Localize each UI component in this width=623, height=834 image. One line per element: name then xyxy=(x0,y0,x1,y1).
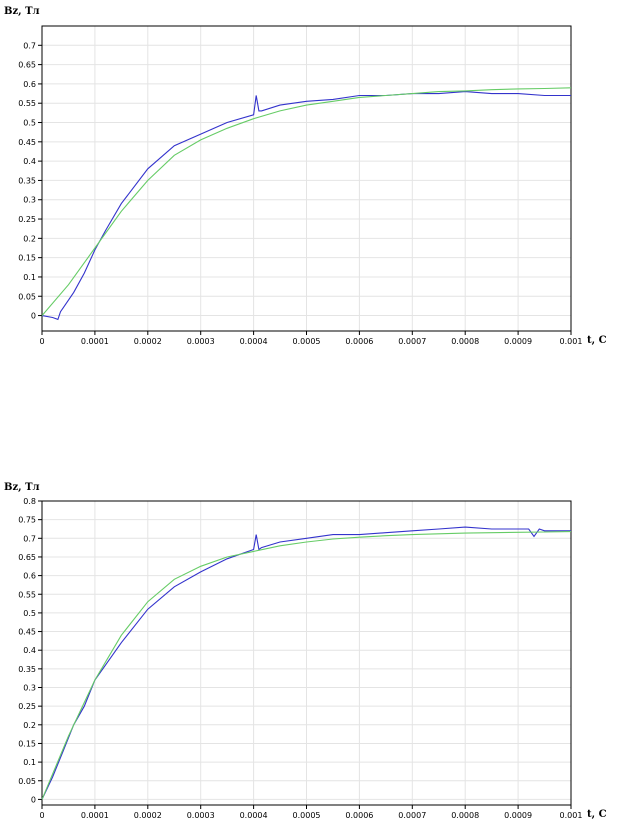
top-series-fit-line xyxy=(41,87,572,316)
top-xtick-label: 0.001 xyxy=(560,337,583,346)
bottom-ytick-label: 0.65 xyxy=(18,553,36,562)
top-ytick-label: 0.35 xyxy=(18,176,36,185)
bottom-xtick-label: 0.0005 xyxy=(293,811,321,820)
bottom-xtick-label: 0.0001 xyxy=(81,811,109,820)
bottom-ytick-label: 0.4 xyxy=(23,646,36,655)
chart-bottom-svg: 0 0.0001 0.0002 0.0003 0.0004 0.0005 0.0006 0.0… xyxy=(4,482,607,820)
top-xtick-label: 0.0009 xyxy=(504,337,532,346)
bottom-ytick-label: 0.35 xyxy=(18,665,36,674)
bottom-ytick-label: 0.8 xyxy=(23,497,36,506)
bottom-ytick-label: 0.1 xyxy=(23,758,36,767)
top-ytick-label: 0.1 xyxy=(23,273,36,282)
bottom-series-fit-line xyxy=(41,531,572,800)
bottom-ytick-label: 0.15 xyxy=(18,739,36,748)
bottom-ytick-label: 0.05 xyxy=(18,777,36,786)
top-xlabel: t, С xyxy=(587,335,607,346)
top-xtick-label: 0.0005 xyxy=(293,337,321,346)
top-ytick-label: 0.7 xyxy=(23,41,36,50)
top-ytick-label: 0.6 xyxy=(23,80,36,89)
top-ytick-label: 0.55 xyxy=(18,99,36,108)
top-xtick-label: 0.0006 xyxy=(345,337,373,346)
bottom-xtick-label: 0 xyxy=(39,811,44,820)
bottom-xtick-label: 0.0008 xyxy=(451,811,479,820)
bottom-ytick-label: 0 xyxy=(31,795,36,804)
top-ytick-label: 0.2 xyxy=(23,234,36,243)
bottom-ytick-label: 0.45 xyxy=(18,628,36,637)
top-xtick-label: 0.0004 xyxy=(240,337,268,346)
bottom-xtick-label: 0.0007 xyxy=(398,811,426,820)
top-xtick-label: 0.0008 xyxy=(451,337,479,346)
top-xtick-label: 0.0003 xyxy=(187,337,215,346)
bottom-ytick-label: 0.55 xyxy=(18,590,36,599)
top-ytick-label: 0.65 xyxy=(18,61,36,70)
top-xtick-label: 0 xyxy=(39,337,44,346)
top-series-measured-line xyxy=(41,91,571,321)
top-ytick-label: 0.4 xyxy=(23,157,36,166)
top-ytick-label: 0.15 xyxy=(18,254,36,263)
bottom-xlabel: t, С xyxy=(587,809,607,820)
top-ytick-label: 0 xyxy=(31,312,36,321)
bottom-ytick-label: 0.6 xyxy=(23,572,36,581)
top-ylabel: Bz, Тл xyxy=(4,6,40,17)
top-xtick-label: 0.0002 xyxy=(134,337,162,346)
top-xtick-label: 0.0001 xyxy=(81,337,109,346)
bottom-ytick-label: 0.25 xyxy=(18,702,36,711)
top-ytick-label: 0.45 xyxy=(18,138,36,147)
bottom-ytick-label: 0.7 xyxy=(23,534,36,543)
chart-top: 0 0.0001 0.0002 0.0003 0.0004 0.0005 0.0006 0.0… xyxy=(0,0,623,380)
top-xtick-label: 0.0007 xyxy=(398,337,426,346)
chart-bottom: 0 0.0001 0.0002 0.0003 0.0004 0.0005 0.0006 0.0… xyxy=(0,475,623,834)
top-ytick-label: 0.3 xyxy=(23,196,36,205)
top-ytick-label: 0.5 xyxy=(23,119,36,128)
bottom-xtick-label: 0.001 xyxy=(560,811,583,820)
bottom-xtick-label: 0.0006 xyxy=(345,811,373,820)
bottom-xtick-label: 0.0009 xyxy=(504,811,532,820)
top-ytick-label: 0.25 xyxy=(18,215,36,224)
bottom-plot-frame xyxy=(41,500,572,806)
bottom-xtick-label: 0.0003 xyxy=(187,811,215,820)
bottom-ytick-label: 0.5 xyxy=(23,609,36,618)
bottom-xtick-label: 0.0004 xyxy=(240,811,268,820)
top-plot-frame xyxy=(41,25,572,332)
top-ytick-label: 0.05 xyxy=(18,292,36,301)
chart-top-svg: 0 0.0001 0.0002 0.0003 0.0004 0.0005 0.0006 0.0… xyxy=(4,6,607,346)
bottom-ylabel: Bz, Тл xyxy=(4,482,40,493)
bottom-xtick-label: 0.0002 xyxy=(134,811,162,820)
bottom-ytick-label: 0.3 xyxy=(23,684,36,693)
bottom-ytick-label: 0.75 xyxy=(18,516,36,525)
bottom-ytick-label: 0.2 xyxy=(23,721,36,730)
